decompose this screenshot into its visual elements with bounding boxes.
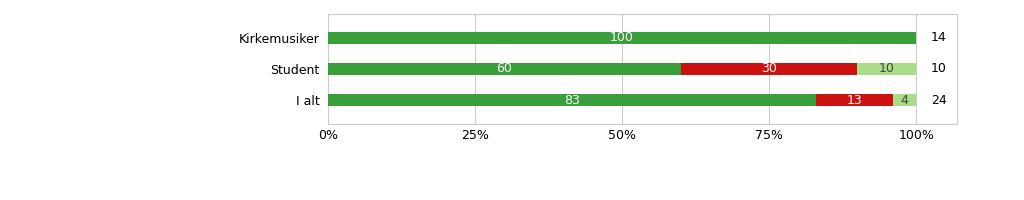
Bar [328,32,916,44]
Bar [893,94,916,106]
Text: 60: 60 [497,62,512,75]
Text: 10: 10 [879,62,895,75]
Text: 24: 24 [931,94,947,107]
Legend: Tilfredsstillende, Kunne vært bedre, Vet ikke: Tilfredsstillende, Kunne vært bedre, Vet… [393,198,740,200]
Bar [857,63,916,75]
Text: 13: 13 [847,94,862,107]
Text: 14: 14 [931,31,947,44]
Text: 4: 4 [900,94,908,107]
Bar [328,94,816,106]
Text: 10: 10 [931,62,947,75]
Bar [816,94,893,106]
Bar [328,63,681,75]
Bar [681,63,857,75]
Text: 83: 83 [564,94,580,107]
Text: 100: 100 [610,31,634,44]
Text: 30: 30 [761,62,777,75]
